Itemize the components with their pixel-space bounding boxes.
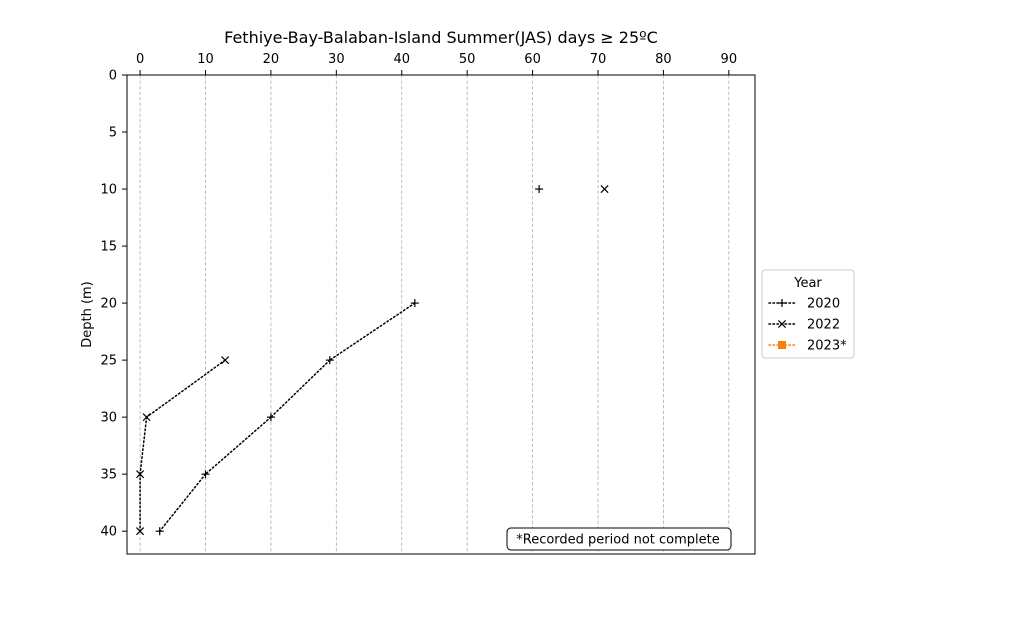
data-point [266, 413, 275, 422]
legend-marker [777, 319, 787, 329]
legend-title: Year [793, 276, 822, 291]
marker-stroke [777, 319, 787, 329]
x-tick-label: 0 [136, 52, 144, 67]
data-point [535, 185, 544, 194]
annotation-frame [506, 527, 732, 551]
marker-stroke [221, 356, 230, 365]
grid-layer [139, 75, 730, 554]
x-tick-label: 20 [263, 52, 280, 67]
y-tick-label: 20 [100, 297, 117, 312]
legend-frame [761, 269, 855, 359]
marker-stroke [600, 185, 609, 194]
y-axis-label: Depth (m) [80, 281, 95, 348]
x-tick-label: 90 [721, 52, 738, 67]
series-layer [136, 185, 609, 536]
legend-marker [778, 299, 786, 307]
data-point [201, 470, 210, 479]
legend-marker [778, 341, 786, 349]
y-tick-label: 15 [100, 240, 117, 255]
x-tick-label: 10 [197, 52, 214, 67]
legend-entry: 2022 [768, 318, 840, 333]
marker-square [778, 341, 786, 349]
legend: Year 2020 2022 2023* [761, 269, 855, 359]
legend-entry: 2020 [768, 297, 840, 312]
y-tick-label: 0 [109, 69, 117, 84]
legend-label: 2020 [807, 297, 840, 312]
series-line-segment [204, 416, 272, 475]
data-point [142, 413, 151, 422]
y-tick-label: 40 [100, 525, 117, 540]
chart-title: Fethiye-Bay-Balaban-Island Summer(JAS) d… [224, 28, 658, 47]
series-line-segment [270, 359, 331, 418]
y-tick-label: 35 [100, 468, 117, 483]
marker-stroke [136, 470, 145, 479]
series-line-segment [139, 416, 148, 475]
legend-entry: 2023* [768, 339, 847, 354]
x-tick-label: 50 [459, 52, 476, 67]
x-tick-label: 80 [655, 52, 672, 67]
y-tick-label: 5 [109, 126, 117, 141]
data-point [410, 299, 419, 308]
x-tick-label: 30 [328, 52, 345, 67]
data-point [600, 185, 609, 194]
y-tick-label: 30 [100, 411, 117, 426]
series-line-segment [158, 473, 207, 532]
data-point [136, 527, 145, 536]
y-tick-label: 25 [100, 354, 117, 369]
annotation-text: *Recorded period not complete [516, 533, 720, 548]
plot-frame [126, 74, 756, 555]
x-tick-label: 40 [393, 52, 410, 67]
marker-stroke [142, 413, 151, 422]
x-tick-label: 70 [590, 52, 607, 67]
y-tick-label: 10 [100, 183, 117, 198]
series-2022 [136, 185, 609, 536]
annotation-box: *Recorded period not complete [506, 527, 732, 551]
data-point [136, 470, 145, 479]
legend-label: 2023* [807, 339, 847, 354]
x-tick-label: 60 [524, 52, 541, 67]
data-point [155, 527, 164, 536]
axes-layer: 0 10 20 30 40 50 60 70 80 90 0 5 10 15 20 25 30 35 40 [100, 52, 737, 540]
series-line-segment [329, 302, 416, 361]
series-2020 [155, 185, 544, 536]
marker-stroke [136, 527, 145, 536]
series-line-segment [145, 359, 226, 418]
legend-label: 2022 [807, 318, 840, 333]
data-point [221, 356, 230, 365]
data-point [325, 356, 334, 365]
